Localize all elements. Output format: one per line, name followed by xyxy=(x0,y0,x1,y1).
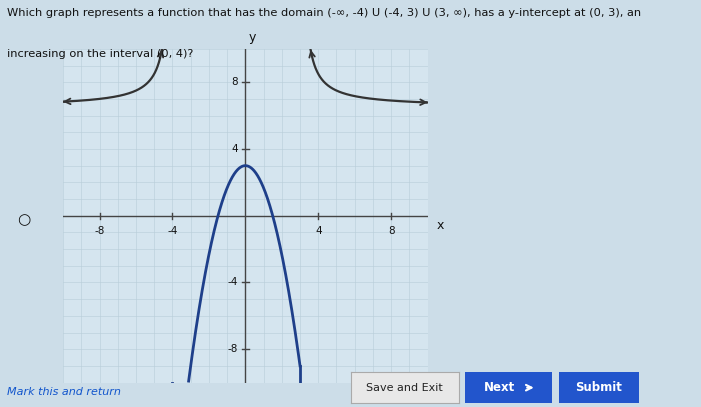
Text: Which graph represents a function that has the domain (-∞, -4) U (-4, 3) U (3, ∞: Which graph represents a function that h… xyxy=(7,8,641,18)
Text: 4: 4 xyxy=(315,226,322,236)
Text: -4: -4 xyxy=(228,278,238,287)
Text: 4: 4 xyxy=(231,144,238,154)
Text: y: y xyxy=(249,31,257,44)
Text: Save and Exit: Save and Exit xyxy=(367,383,443,393)
Text: -8: -8 xyxy=(95,226,104,236)
Text: Next: Next xyxy=(484,381,515,394)
Text: -4: -4 xyxy=(168,226,177,236)
Text: -8: -8 xyxy=(228,344,238,354)
Text: ○: ○ xyxy=(18,212,31,227)
Text: increasing on the interval (0, 4)?: increasing on the interval (0, 4)? xyxy=(7,49,193,59)
Text: Mark this and return: Mark this and return xyxy=(7,387,121,397)
Text: Submit: Submit xyxy=(576,381,622,394)
Text: 8: 8 xyxy=(388,226,395,236)
Text: 8: 8 xyxy=(231,77,238,87)
Text: x: x xyxy=(437,219,444,232)
